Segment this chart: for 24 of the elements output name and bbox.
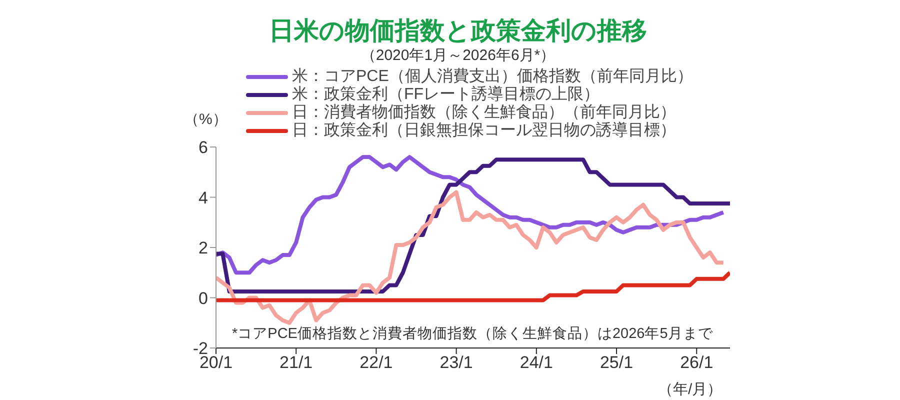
x-tick-label: 22/1 (360, 353, 393, 372)
annotation: *コアPCE価格指数と消費者物価指数（除く生鮮食品）は2026年5月まで (232, 325, 713, 343)
y-axis-title: （%） (184, 110, 228, 129)
x-tick-label: 21/1 (280, 353, 313, 372)
legend-label: 米：コアPCE（個人消費支出）価格指数（前年同月比） (292, 68, 693, 86)
x-tick-label: 25/1 (600, 353, 634, 372)
legend-label: 日：政策金利（日銀無担保コール翌日物の誘導目標） (292, 122, 676, 140)
line-series (216, 190, 726, 325)
line-series (216, 270, 730, 302)
y-tick-label: 4 (198, 188, 208, 208)
legend-label: 日：消費者物価指数（除く生鮮食品）（前年同月比） (292, 104, 676, 122)
x-axis-title: （年/月） (658, 380, 722, 399)
line-series (216, 155, 726, 275)
x-tick-label: 24/1 (520, 353, 553, 372)
y-tick-label: 6 (198, 138, 208, 158)
x-tick-label: 23/1 (440, 353, 473, 372)
line-series (216, 158, 730, 294)
y-tick-label: 2 (198, 238, 208, 258)
chart-title: 日米の物価指数と政策金利の推移 (268, 16, 648, 47)
chart-subtitle: （2020年1月～2026年6月*） (360, 46, 556, 65)
legend-label: 米：政策金利（FFレート誘導目標の上限） (292, 86, 600, 104)
y-tick-label: 0 (198, 288, 208, 308)
x-tick-label: 20/1 (199, 353, 233, 372)
x-tick-label: 26/1 (680, 353, 714, 372)
